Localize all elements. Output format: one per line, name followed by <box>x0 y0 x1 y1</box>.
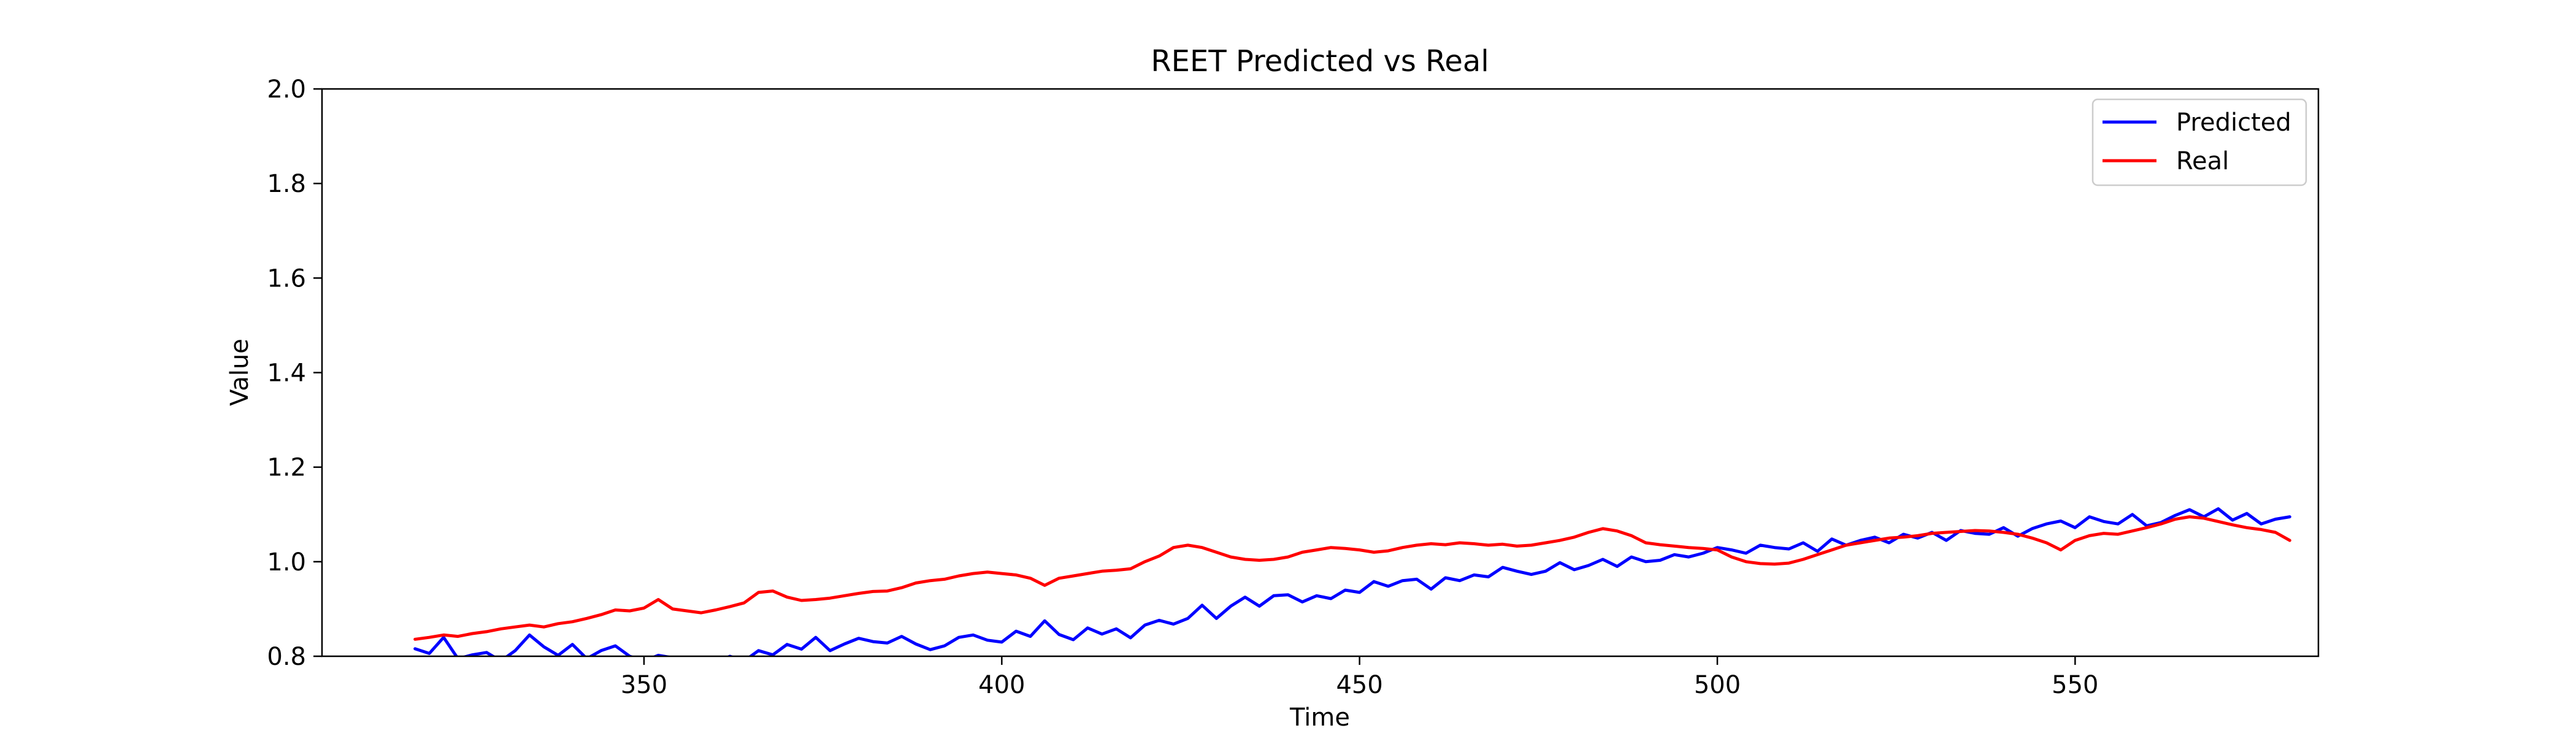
x-tick-label: 500 <box>1694 671 1741 699</box>
legend-label-predicted: Predicted <box>2176 109 2291 137</box>
y-tick-label: 1.6 <box>267 264 306 293</box>
x-axis: 350 400 450 500 550 <box>621 656 2099 699</box>
series-lines <box>413 507 2291 656</box>
x-axis-label: Time <box>1289 703 1350 732</box>
y-tick-label: 1.0 <box>267 548 306 577</box>
legend-label-real: Real <box>2176 147 2229 175</box>
x-tick-label: 350 <box>621 671 667 699</box>
x-tick-label: 400 <box>978 671 1025 699</box>
y-axis-label: Value <box>226 339 254 406</box>
plot-area <box>322 89 2318 656</box>
y-tick-label: 0.8 <box>267 643 306 671</box>
series-line-real <box>413 515 2291 641</box>
y-tick-label: 1.4 <box>267 359 306 388</box>
y-axis: 0.8 1.0 1.2 1.4 1.6 1.8 2.0 <box>267 75 322 671</box>
y-tick-label: 1.2 <box>267 454 306 482</box>
legend: Predicted Real <box>2091 98 2307 186</box>
chart-title: REET Predicted vs Real <box>1151 44 1489 79</box>
x-tick-label: 450 <box>1336 671 1382 699</box>
series-line-predicted <box>413 507 2291 656</box>
x-tick-label: 550 <box>2052 671 2098 699</box>
y-tick-label: 2.0 <box>267 75 306 104</box>
y-tick-label: 1.8 <box>267 170 306 198</box>
